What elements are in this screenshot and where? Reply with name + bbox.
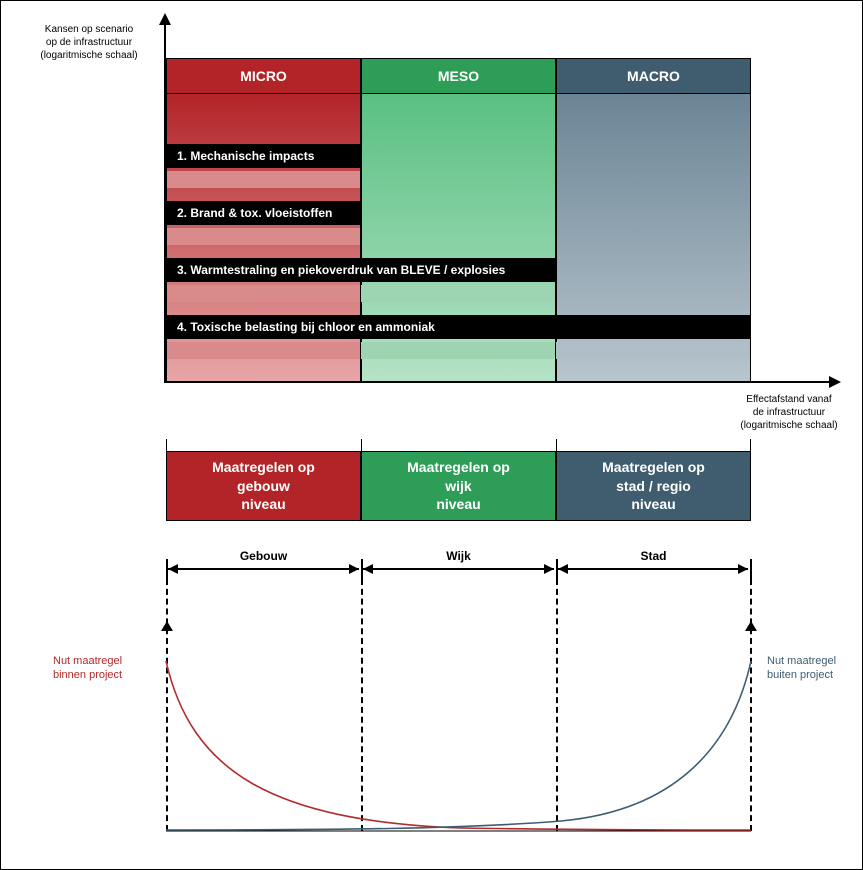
scenario-bar-2-label: 2. Brand & tox. vloeistoffen — [177, 206, 332, 220]
range-label-stad: Stad — [556, 549, 751, 563]
rarr-t4 — [750, 559, 752, 579]
rarr-l2a — [363, 564, 373, 574]
scenario-bar-1-light — [167, 171, 360, 188]
rarr-l2 — [363, 568, 554, 570]
scenario-bar-2: 2. Brand & tox. vloeistoffen — [167, 201, 360, 225]
scenario-bar-2-light — [167, 228, 360, 245]
tick-s3 — [556, 439, 557, 451]
col-header-macro: MACRO — [556, 58, 751, 94]
measure-box-wijk-label: Maatregelen opwijkniveau — [407, 458, 510, 515]
measure-box-gebouw: Maatregelen opgebouwniveau — [166, 451, 361, 521]
curve-right — [166, 661, 751, 830]
y-axis-label-text: Kansen op scenarioop de infrastructuur(l… — [40, 24, 137, 61]
range-label-gebouw-text: Gebouw — [240, 549, 287, 563]
range-label-stad-text: Stad — [640, 549, 666, 563]
range-label-wijk-text: Wijk — [446, 549, 471, 563]
measure-box-wijk: Maatregelen opwijkniveau — [361, 451, 556, 521]
curve-left — [166, 661, 751, 830]
tick-s1 — [166, 439, 167, 451]
rarr-l2b — [544, 564, 554, 574]
curve-label-left: Nut maatregelbinnen project — [53, 654, 122, 683]
range-label-gebouw: Gebouw — [166, 549, 361, 563]
y-axis-label: Kansen op scenarioop de infrastructuur(l… — [29, 23, 149, 62]
range-label-wijk: Wijk — [361, 549, 556, 563]
curve-label-left-text: Nut maatregelbinnen project — [53, 655, 122, 681]
scenario-bar-4: 4. Toxische belasting bij chloor en ammo… — [167, 315, 750, 339]
scenario-bar-4-light-c — [556, 342, 750, 359]
col-header-micro-label: MICRO — [240, 68, 287, 84]
scenario-bar-3: 3. Warmtestraling en piekoverdruk van BL… — [167, 258, 555, 282]
x-axis-arrow — [829, 376, 841, 388]
rarr-l1b — [349, 564, 359, 574]
scenario-bar-4-light-a — [167, 342, 360, 359]
curves-svg — [131, 621, 791, 846]
tick-s2 — [361, 439, 362, 451]
scenario-bar-4-light-b — [361, 342, 555, 359]
measure-box-gebouw-label: Maatregelen opgebouwniveau — [212, 458, 315, 515]
rarr-l1a — [168, 564, 178, 574]
scenario-bar-4-label: 4. Toxische belasting bij chloor en ammo… — [177, 320, 435, 334]
col-header-meso: MESO — [361, 58, 556, 94]
measure-box-stad: Maatregelen opstad / regioniveau — [556, 451, 751, 521]
scenario-bar-1-label: 1. Mechanische impacts — [177, 149, 314, 163]
x-axis — [164, 381, 831, 383]
scenario-bar-1: 1. Mechanische impacts — [167, 144, 360, 168]
scenario-bar-3-light-a — [167, 285, 360, 302]
y-axis-arrow — [159, 13, 171, 25]
rarr-l3b — [738, 564, 748, 574]
rarr-l1 — [168, 568, 359, 570]
scenario-bar-3-light-b — [361, 285, 555, 302]
scenario-bar-3-label: 3. Warmtestraling en piekoverdruk van BL… — [177, 263, 505, 277]
measure-box-stad-label: Maatregelen opstad / regioniveau — [602, 458, 705, 515]
diagram-frame: Kansen op scenarioop de infrastructuur(l… — [0, 0, 863, 870]
x-axis-label: Effectafstand vanafde infrastructuur(log… — [729, 393, 849, 432]
rarr-l3 — [558, 568, 748, 570]
col-header-macro-label: MACRO — [627, 68, 680, 84]
tick-s4 — [750, 439, 751, 451]
rarr-l3a — [558, 564, 568, 574]
col-header-micro: MICRO — [166, 58, 361, 94]
x-axis-label-text: Effectafstand vanafde infrastructuur(log… — [740, 394, 837, 431]
col-header-meso-label: MESO — [438, 68, 479, 84]
